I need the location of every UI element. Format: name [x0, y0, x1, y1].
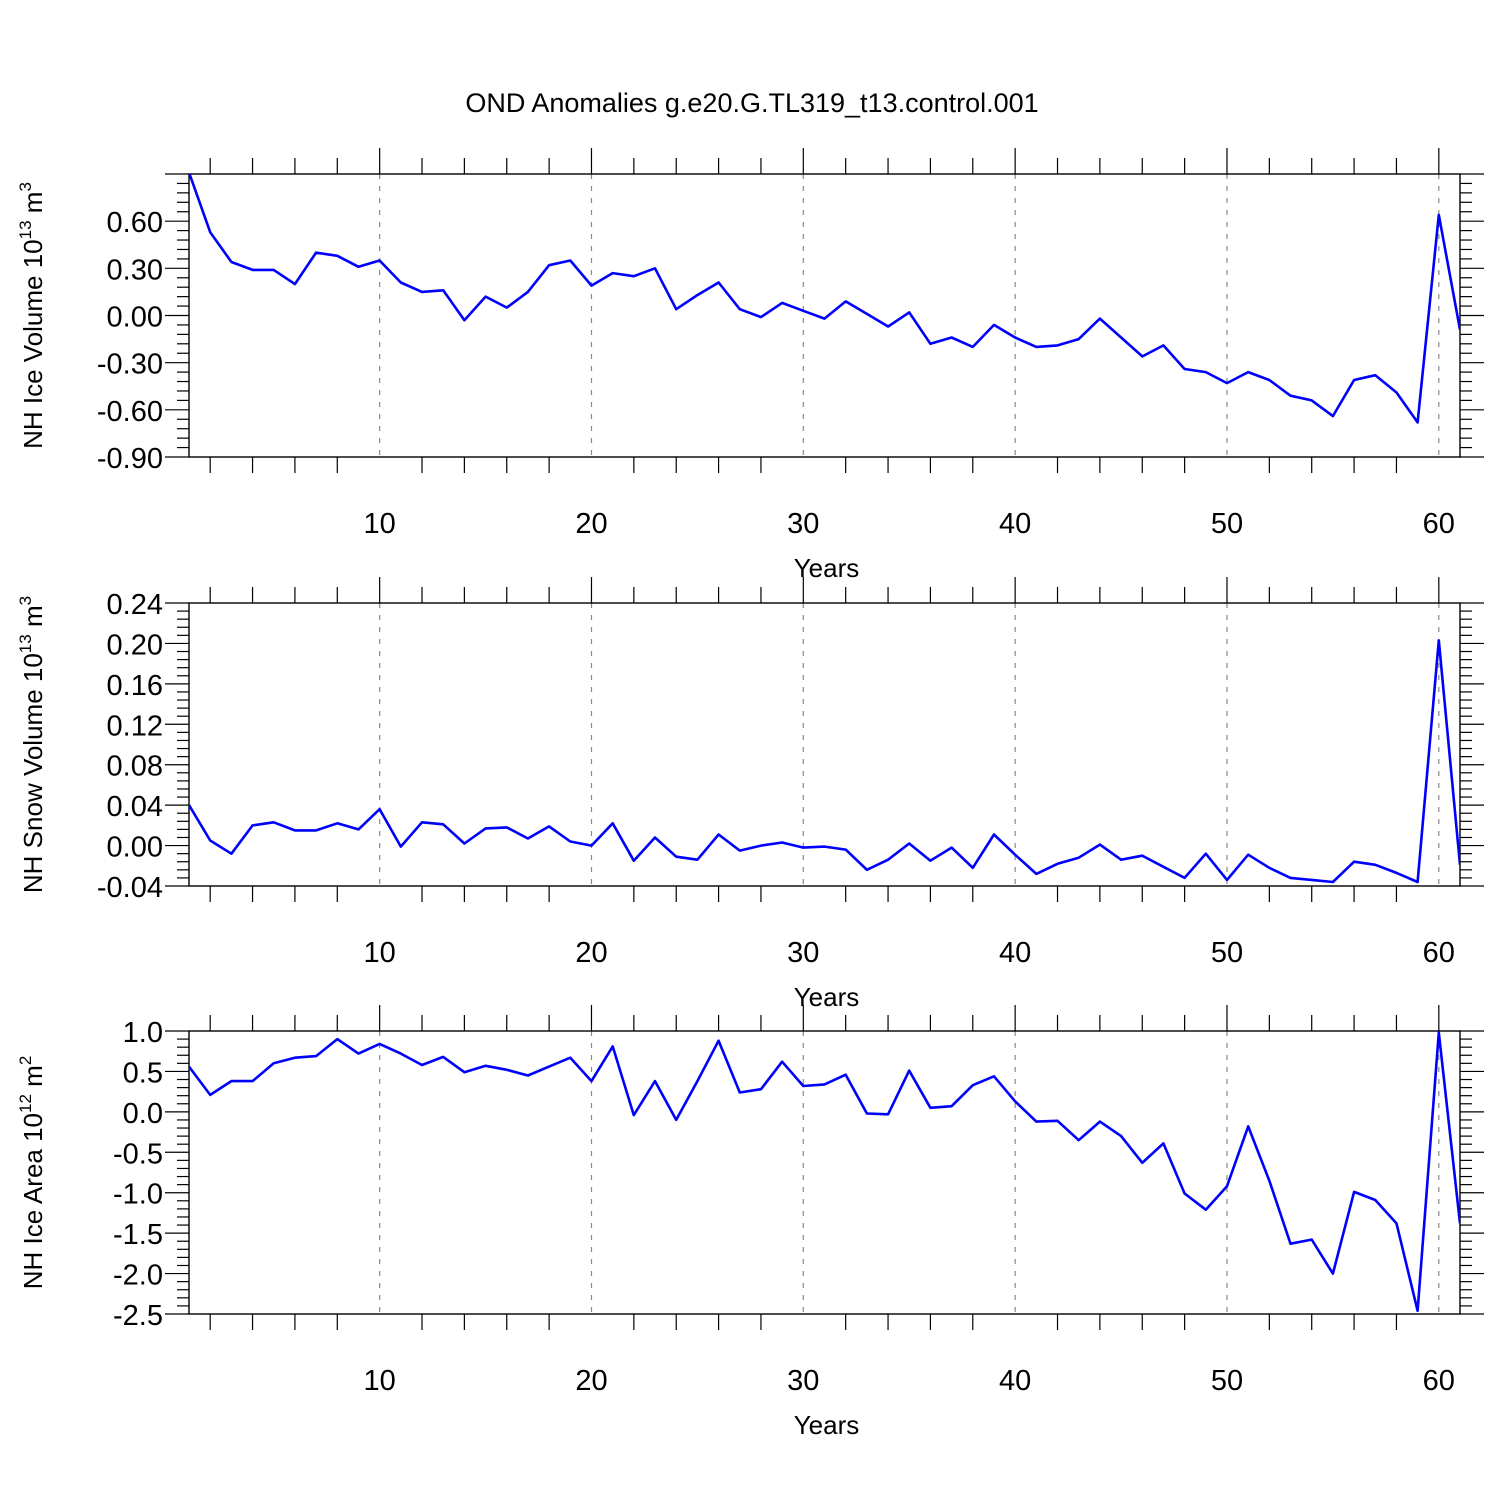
x-tick-label: 40	[999, 937, 1031, 969]
y-tick-label: 0.0	[123, 1098, 163, 1130]
x-tick-label: 30	[787, 1365, 819, 1397]
y-tick-label: 0.12	[107, 710, 163, 742]
y-axis-label-unit: m	[18, 605, 48, 634]
y-tick-label: 1.0	[123, 1017, 163, 1049]
plot-frame	[188, 1030, 1461, 1315]
y-axis-label-text: NH Ice Area 10	[18, 1113, 48, 1289]
y-tick-label: 0.24	[107, 589, 163, 621]
y-tick-label: 0.08	[107, 751, 163, 783]
y-tick-label: 0.04	[107, 791, 163, 823]
x-tick-label: 10	[364, 508, 396, 540]
plot-frame	[188, 602, 1461, 887]
y-axis-label-exponent: 12	[16, 1094, 35, 1113]
y-tick-label: -1.5	[113, 1219, 163, 1251]
x-tick-label: 50	[1211, 508, 1243, 540]
x-tick-label: 20	[575, 508, 607, 540]
y-axis-label-text: NH Ice Volume 10	[18, 239, 48, 449]
y-tick-label: -0.30	[97, 349, 163, 381]
x-tick-label: 40	[999, 1365, 1031, 1397]
x-tick-label: 60	[1423, 937, 1455, 969]
y-axis-label-exponent: 13	[16, 634, 35, 653]
y-tick-label: 0.00	[107, 302, 163, 334]
panels: 10 20 30 40 50 60 -0.90 -0.60 -0.30 0.00 0.30 0.60 Y…	[16, 148, 1484, 1440]
series-line	[189, 174, 1460, 424]
x-tick-label: 30	[787, 508, 819, 540]
y-axis-label-unit: m	[18, 1065, 48, 1094]
y-tick-label: -2.0	[113, 1260, 163, 1292]
y-tick-label: 0.20	[107, 629, 163, 661]
y-axis-label-exponent: 13	[16, 220, 35, 239]
y-axis-label-unit: m	[18, 192, 48, 221]
series-line	[189, 1031, 1460, 1313]
y-axis-label-unit-exponent: 3	[16, 182, 35, 191]
x-axis-label: Years	[794, 553, 860, 583]
y-axis-label: NH Ice Volume 1013 m3	[16, 182, 48, 449]
x-tick-label: 30	[787, 937, 819, 969]
y-tick-label: 0.5	[123, 1057, 163, 1089]
x-tick-label: 10	[364, 1365, 396, 1397]
x-tick-label: 20	[575, 1365, 607, 1397]
x-tick-label: 10	[364, 937, 396, 969]
x-tick-label: 50	[1211, 937, 1243, 969]
y-tick-label: -0.04	[97, 872, 163, 904]
y-tick-label: -1.0	[113, 1179, 163, 1211]
y-tick-label: -2.5	[113, 1300, 163, 1332]
panel-1: 10 20 30 40 50 60 -0.90 -0.60 -0.30 0.00 0.30 0.60 Y…	[16, 148, 1484, 583]
y-tick-label: -0.90	[97, 443, 163, 475]
x-axis-label: Years	[794, 982, 860, 1012]
x-tick-label: 50	[1211, 1365, 1243, 1397]
panel-2: 10 20 30 40 50 60 -0.04 0.00 0.04 0.08 0.12 0.16 0.2…	[16, 577, 1484, 1012]
y-tick-label: -0.5	[113, 1138, 163, 1170]
x-tick-label: 20	[575, 937, 607, 969]
x-tick-label: 60	[1423, 508, 1455, 540]
series-line	[189, 639, 1460, 884]
x-tick-label: 60	[1423, 1365, 1455, 1397]
y-tick-label: 0.00	[107, 832, 163, 864]
x-tick-label: 40	[999, 508, 1031, 540]
x-axis-label: Years	[794, 1410, 860, 1440]
y-axis-label-unit-exponent: 2	[16, 1056, 35, 1065]
y-axis-label-text: NH Snow Volume 10	[18, 653, 48, 893]
chart-title: OND Anomalies g.e20.G.TL319_t13.control.…	[465, 88, 1038, 118]
y-tick-label: -0.60	[97, 396, 163, 428]
y-axis-label: NH Ice Area 1012 m2	[16, 1056, 48, 1290]
y-axis-label-unit-exponent: 3	[16, 596, 35, 605]
y-axis-label: NH Snow Volume 1013 m3	[16, 596, 48, 893]
y-tick-label: 0.16	[107, 670, 163, 702]
y-tick-label: 0.60	[107, 207, 163, 239]
y-tick-label: 0.30	[107, 254, 163, 286]
panel-3: 10 20 30 40 50 60 -2.5 -2.0 -1.5 -1.0 -0.5 0.0 0.5 1.…	[16, 1005, 1484, 1440]
